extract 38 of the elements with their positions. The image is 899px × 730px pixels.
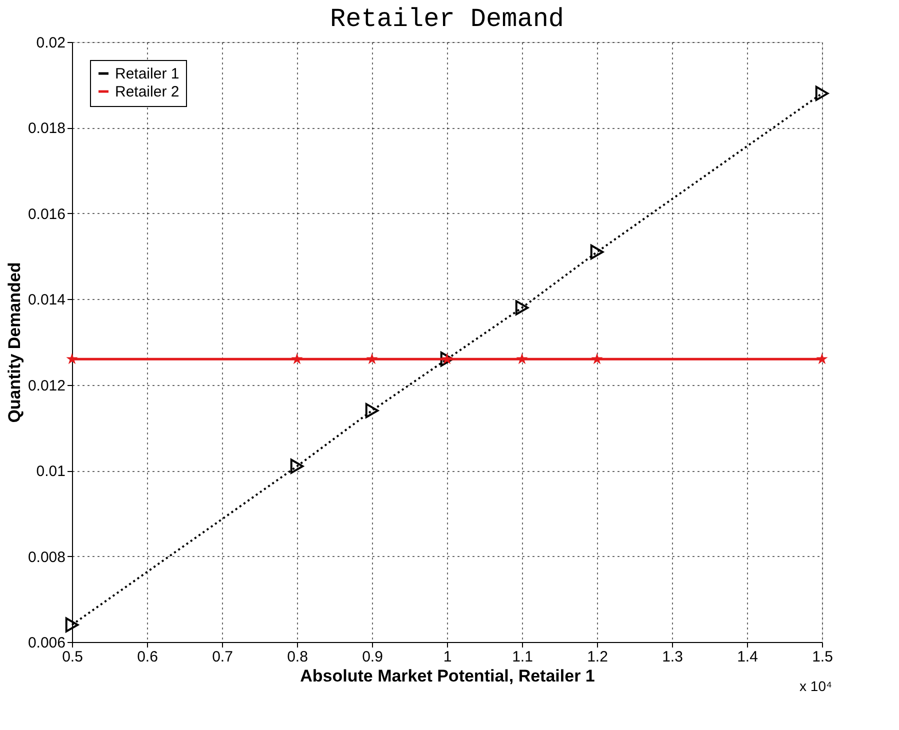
x-axis-title: Absolute Market Potential, Retailer 1 (300, 666, 595, 686)
x-tick-label: 0.9 (362, 648, 383, 666)
x-tick-label: 1.1 (512, 648, 533, 666)
x-tick-label: 0.5 (62, 648, 83, 666)
x-tick-label: 1.5 (812, 648, 833, 666)
point (516, 353, 528, 364)
y-tick-label: 0.006 (28, 634, 66, 652)
x-tick-label: 1.2 (587, 648, 608, 666)
point (290, 458, 304, 474)
x-tick-label: 0.7 (212, 648, 233, 666)
text: x 10⁴ (800, 678, 832, 694)
x-tick-label: 0.6 (137, 648, 158, 666)
chart-title: Retailer Demand (330, 4, 564, 34)
point (65, 617, 79, 632)
y-axis-title: Quantity Demanded (4, 262, 24, 423)
point (366, 353, 378, 364)
y-tick-label: 0.02 (36, 34, 66, 52)
point (515, 300, 529, 316)
point (365, 403, 379, 418)
y-tick-label: 0.008 (28, 548, 66, 566)
y-tick-label: 0.012 (28, 377, 66, 394)
point (291, 353, 303, 364)
x-tick-label: 1 (443, 648, 452, 666)
point (66, 353, 78, 364)
y-tick-label: 0.014 (28, 292, 66, 309)
x-tick-label: 0.8 (287, 648, 308, 666)
y-tick-label: 0.018 (28, 120, 66, 138)
legend-label: Retailer 1 (115, 66, 180, 82)
point (816, 353, 828, 364)
y-tick-label: 0.01 (36, 463, 66, 480)
legend-label: Retailer 2 (115, 84, 180, 100)
point (591, 353, 603, 364)
x-tick-label: 1.3 (662, 648, 683, 666)
point (590, 244, 604, 260)
y-tick-label: 0.016 (28, 206, 66, 223)
point (815, 86, 829, 101)
point (440, 352, 454, 367)
x-tick-label: 1.4 (737, 648, 758, 666)
